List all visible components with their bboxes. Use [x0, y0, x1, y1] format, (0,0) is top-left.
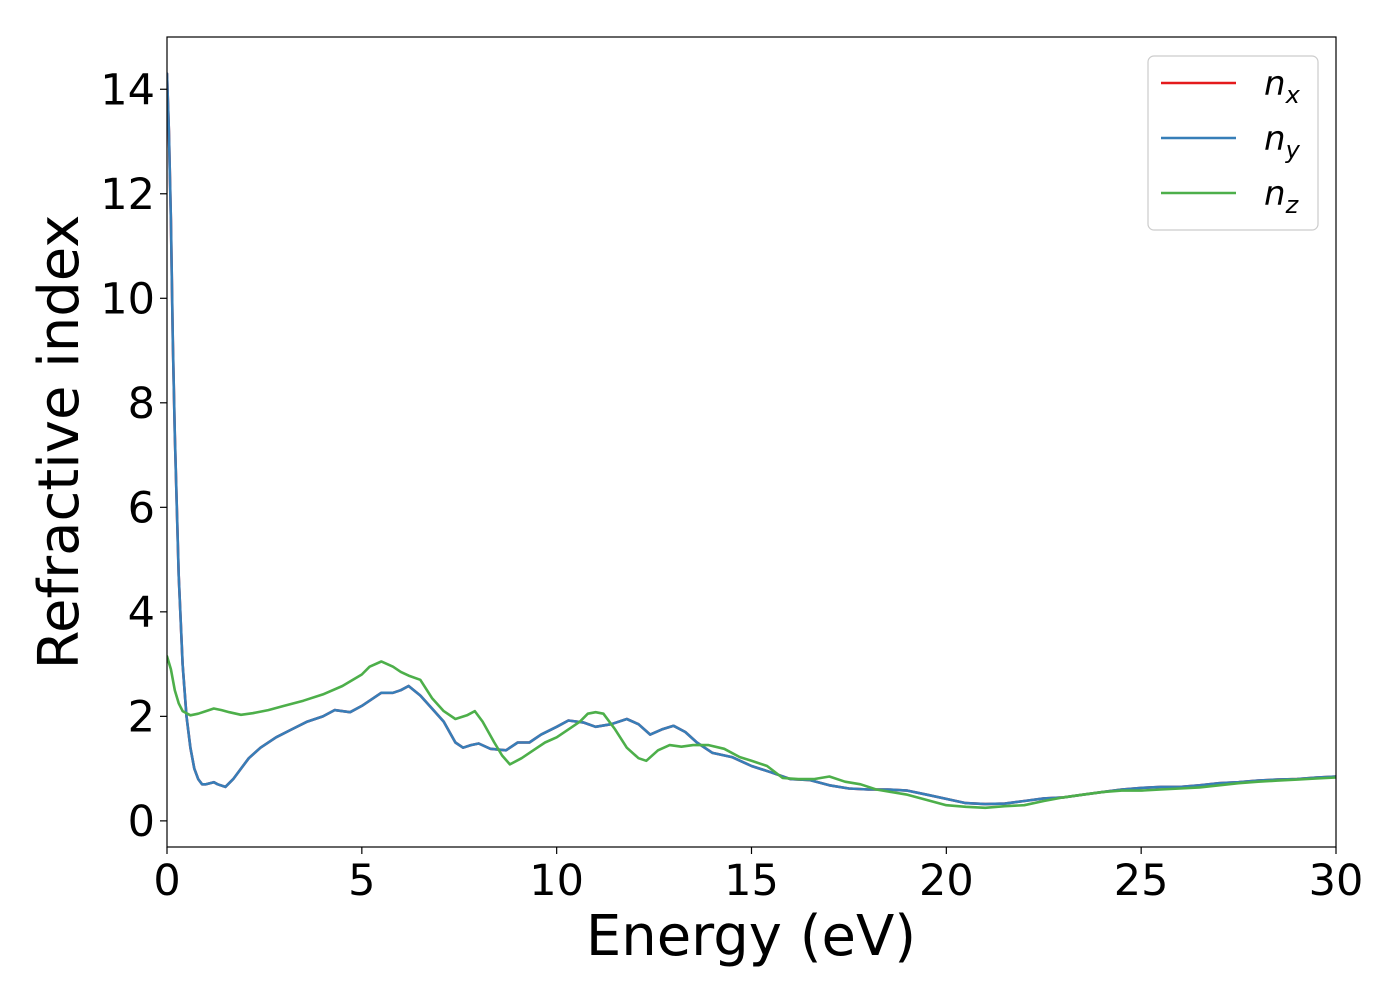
- legend-label-nz: nz: [1264, 174, 1300, 219]
- y-tick-label: 2: [128, 692, 155, 742]
- legend-label-ny: ny: [1264, 119, 1301, 164]
- y-tick-label: 6: [128, 483, 155, 533]
- y-tick-label: 0: [128, 797, 155, 847]
- series-line-nz: [167, 655, 1336, 810]
- legend-label-nx: nx: [1264, 64, 1301, 109]
- x-tick-label: 5: [348, 856, 375, 906]
- y-tick-label: 14: [100, 65, 155, 115]
- y-tick-label: 10: [100, 274, 155, 324]
- y-axis-label: Refractive index: [27, 215, 92, 670]
- x-tick-label: 20: [919, 856, 974, 906]
- y-tick-label: 4: [128, 588, 155, 638]
- x-tick-label: 10: [529, 856, 584, 906]
- y-axis: 0 2 4 6 8 10 12 14: [100, 65, 167, 847]
- y-tick-label: 8: [128, 379, 155, 429]
- x-tick-label: 15: [724, 856, 779, 906]
- x-tick-label: 30: [1309, 856, 1364, 906]
- series-line-ny: [167, 72, 1336, 806]
- series-layer: [167, 72, 1336, 810]
- legend-box: [1147, 55, 1319, 231]
- legend: nx ny nz: [1147, 55, 1319, 231]
- x-axis: 0 5 10 15 20 25 30: [153, 847, 1363, 906]
- x-axis-label: Energy (eV): [586, 904, 916, 969]
- x-tick-label: 25: [1114, 856, 1169, 906]
- y-tick-label: 12: [100, 170, 155, 220]
- x-tick-label: 0: [153, 856, 180, 906]
